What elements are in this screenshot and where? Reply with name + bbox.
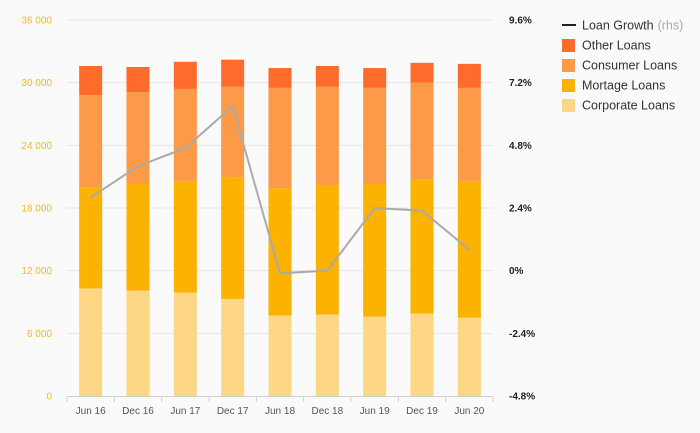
y-left-tick-label: 12 000 [21, 266, 52, 277]
bar-mortage-loans [315, 185, 339, 315]
bar-mortage-loans [173, 180, 197, 293]
bar-mortage-loans [363, 183, 387, 317]
legend-label-text: Loan Growth [582, 19, 654, 33]
bar-other-loans [268, 68, 292, 88]
bar-other-loans [173, 61, 197, 89]
bar-consumer-loans [410, 82, 434, 180]
bar-mortage-loans [410, 179, 434, 314]
y-left-tick-label: 0 [46, 392, 52, 403]
y-right-tick-label: -4.8% [509, 392, 535, 403]
bar-corporate-loans [363, 316, 387, 396]
axes: 0 6 000 12 000 18 000 24 000 30 000 36 000 -4.8… [21, 16, 535, 418]
bar-consumer-loans [173, 88, 197, 181]
legend-label-other-loans: Other Loans [582, 39, 651, 53]
bar-mortage-loans [268, 188, 292, 316]
y-left-tick-label: 24 000 [21, 141, 52, 152]
bars [79, 59, 481, 396]
legend-swatch-other-loans [562, 39, 575, 52]
x-tick-label: Jun 20 [454, 406, 484, 417]
bar-consumer-loans [268, 87, 292, 189]
bar-corporate-loans [268, 315, 292, 396]
legend-label-loan-growth: Loan Growth (rhs) [582, 19, 683, 33]
bar-consumer-loans [315, 86, 339, 186]
x-tick-label: Jun 16 [76, 406, 106, 417]
bar-consumer-loans [126, 92, 150, 184]
legend-swatch-consumer-loans [562, 59, 575, 72]
bar-other-loans [126, 67, 150, 93]
bar-consumer-loans [363, 87, 387, 184]
x-tick-label: Dec 17 [217, 406, 249, 417]
x-tick-label: Jun 17 [170, 406, 200, 417]
bar-other-loans [221, 59, 245, 87]
legend-label-suffix: (rhs) [658, 19, 684, 33]
x-tick-label: Jun 19 [360, 406, 390, 417]
x-tick-label: Dec 16 [122, 406, 154, 417]
bar-corporate-loans [457, 317, 481, 396]
bar-consumer-loans [221, 86, 245, 178]
legend-label-corporate-loans: Corporate Loans [582, 99, 675, 113]
x-tick-label: Dec 19 [406, 406, 438, 417]
bar-other-loans [363, 68, 387, 88]
y-left-tick-label: 18 000 [21, 204, 52, 215]
x-tick-label: Jun 18 [265, 406, 295, 417]
loan-growth-line [90, 104, 470, 275]
bar-other-loans [315, 65, 339, 87]
bar-other-loans [457, 63, 481, 88]
x-tick-label: Dec 18 [311, 406, 343, 417]
y-right-tick-label: 2.4% [509, 204, 532, 215]
bar-corporate-loans [221, 298, 245, 396]
bar-corporate-loans [126, 290, 150, 396]
y-left-tick-label: 6 000 [27, 329, 52, 340]
bar-mortage-loans [126, 183, 150, 291]
bar-corporate-loans [173, 292, 197, 396]
bar-corporate-loans [79, 288, 103, 396]
legend-swatch-mortage-loans [562, 79, 575, 92]
y-right-tick-label: 4.8% [509, 141, 532, 152]
legend-swatch-corporate-loans [562, 99, 575, 112]
y-right-tick-label: 0% [509, 266, 524, 277]
y-left-tick-label: 30 000 [21, 78, 52, 89]
bar-corporate-loans [410, 313, 434, 396]
legend-label-mortage-loans: Mortage Loans [582, 79, 665, 93]
bar-mortage-loans [79, 187, 103, 289]
bar-consumer-loans [457, 87, 481, 181]
y-right-tick-label: 9.6% [509, 16, 532, 27]
y-right-tick-label: 7.2% [509, 78, 532, 89]
legend: Loan Growth (rhs) Other Loans Consumer Loan… [562, 19, 683, 113]
bar-other-loans [79, 65, 103, 96]
bar-other-loans [410, 62, 434, 83]
y-left-tick-label: 36 000 [21, 16, 52, 27]
legend-label-consumer-loans: Consumer Loans [582, 59, 677, 73]
bar-consumer-loans [79, 95, 103, 188]
bar-corporate-loans [315, 314, 339, 396]
bar-mortage-loans [221, 177, 245, 299]
y-right-tick-label: -2.4% [509, 329, 535, 340]
